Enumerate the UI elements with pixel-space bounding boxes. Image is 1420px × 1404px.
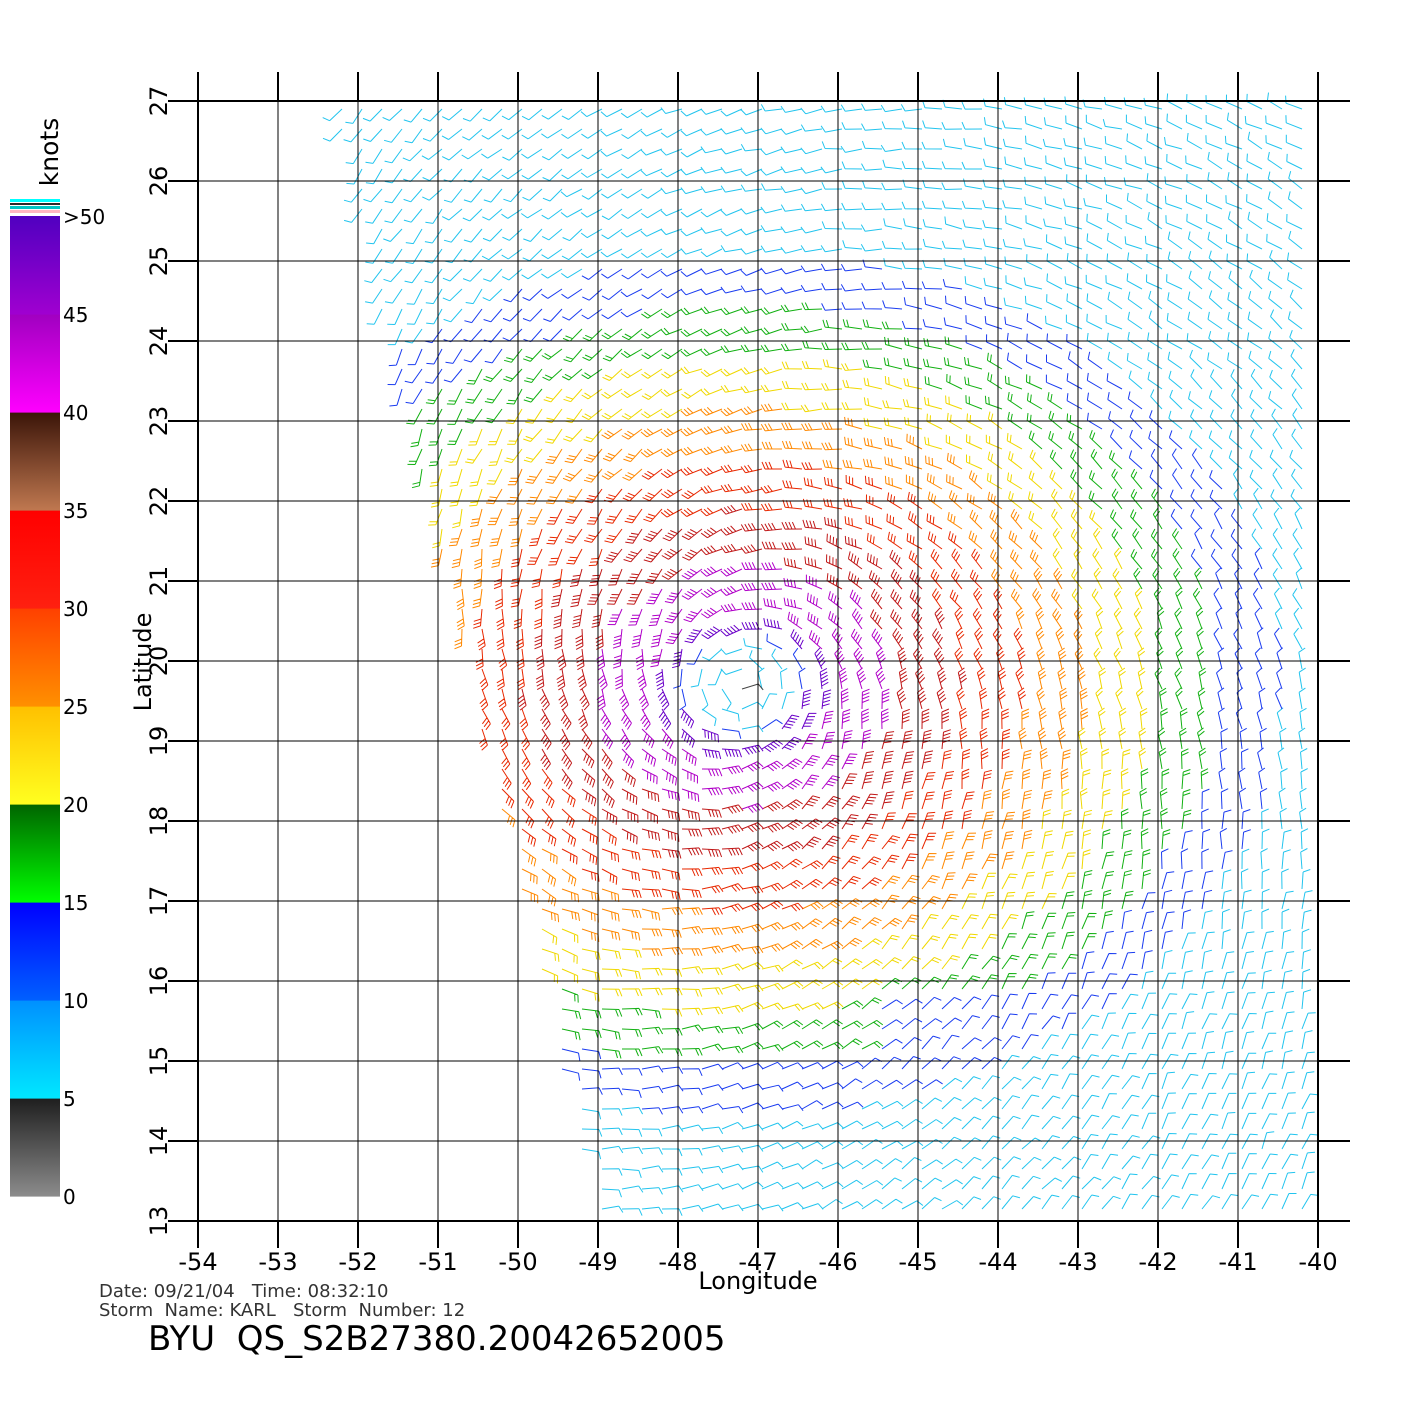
x-tick-label: -54	[178, 1248, 217, 1276]
axis-ticks	[168, 72, 1350, 1248]
y-axis-label: Latitude	[129, 613, 157, 712]
legend-labels: >50 45 40 35 30 25 20 15 10 5 0	[63, 205, 105, 1209]
x-axis-label: Longitude	[698, 1267, 817, 1295]
wind-barbs	[322, 92, 1319, 1216]
wind-barb-set	[596, 562, 890, 813]
legend-label: 30	[63, 597, 88, 621]
legend-unit-label: knots	[35, 118, 64, 186]
legend-band	[10, 412, 60, 511]
y-tick-label: 18	[145, 806, 173, 837]
legend-label: 0	[63, 1185, 76, 1209]
legend-label: 35	[63, 499, 88, 523]
y-tick-label: 27	[145, 86, 173, 117]
storm-info-line: Storm Name: KARL Storm Number: 12	[99, 1300, 465, 1321]
x-tick-label: -45	[898, 1248, 937, 1276]
legend-band	[10, 314, 60, 413]
legend-label: 40	[63, 401, 88, 425]
speed-legend: knots >50 45 40 35 30 25 20 15 10 5 0	[10, 118, 105, 1209]
wind-barb-set	[428, 359, 1148, 1017]
legend-label: 15	[63, 891, 88, 915]
legend-band	[10, 608, 60, 707]
x-tick-label: -50	[498, 1248, 537, 1276]
x-tick-label: -48	[658, 1248, 697, 1276]
legend-label: 25	[63, 695, 88, 719]
legend-label: 10	[63, 989, 88, 1013]
y-tick-label: 22	[145, 486, 173, 517]
legend-color-bar	[10, 216, 60, 1197]
x-tick-label: -46	[818, 1248, 857, 1276]
x-tick-labels: -54 -53 -52 -51 -50 -49 -48 -47 -46 -45 -44 -43 -42 -…	[178, 1248, 1337, 1276]
y-tick-label: 17	[145, 886, 173, 917]
date-time-line: Date: 09/21/04 Time: 08:32:10	[99, 1281, 389, 1302]
y-tick-labels: 13 14 15 16 17 18 19 20 21 22 23 24 25 26 27	[145, 86, 173, 1237]
wind-barb-set	[322, 92, 1319, 1216]
x-tick-label: -51	[418, 1248, 457, 1276]
wind-barb-set	[430, 403, 1089, 957]
x-tick-label: -52	[338, 1248, 377, 1276]
x-tick-label: -53	[258, 1248, 297, 1276]
y-tick-label: 13	[145, 1206, 173, 1237]
x-tick-label: -41	[1218, 1248, 1257, 1276]
x-tick-label: -42	[1138, 1248, 1177, 1276]
wind-barb-set	[741, 683, 764, 691]
product-title: BYU QS_S2B27380.20042652005	[148, 1319, 726, 1359]
lat-lon-grid	[197, 100, 1319, 1222]
legend-band	[10, 804, 60, 903]
legend-band	[10, 510, 60, 609]
legend-label: 20	[63, 793, 88, 817]
y-tick-label: 23	[145, 406, 173, 437]
legend-band	[10, 706, 60, 805]
x-tick-label: -40	[1298, 1248, 1337, 1276]
y-tick-label: 16	[145, 966, 173, 997]
legend-top-stripes	[10, 199, 60, 213]
y-tick-label: 15	[145, 1046, 173, 1077]
wind-barb-set	[517, 504, 967, 859]
y-tick-label: 21	[145, 566, 173, 597]
legend-label: 5	[63, 1087, 76, 1111]
legend-band	[10, 216, 60, 315]
legend-band	[10, 1000, 60, 1099]
x-tick-label: -43	[1058, 1248, 1097, 1276]
y-tick-label: 26	[145, 166, 173, 197]
y-tick-label: 20	[145, 646, 173, 677]
wind-barb-set	[473, 459, 1027, 916]
x-tick-label: -44	[978, 1248, 1017, 1276]
y-tick-label: 24	[145, 326, 173, 357]
legend-band	[10, 902, 60, 1001]
x-tick-label: -49	[578, 1248, 617, 1276]
y-tick-label: 19	[145, 726, 173, 757]
x-tick-label: -47	[738, 1248, 777, 1276]
legend-label: 45	[63, 303, 88, 327]
y-tick-label: 25	[145, 246, 173, 277]
legend-band	[10, 1098, 60, 1197]
legend-label: >50	[63, 205, 105, 229]
y-tick-label: 14	[145, 1126, 173, 1157]
